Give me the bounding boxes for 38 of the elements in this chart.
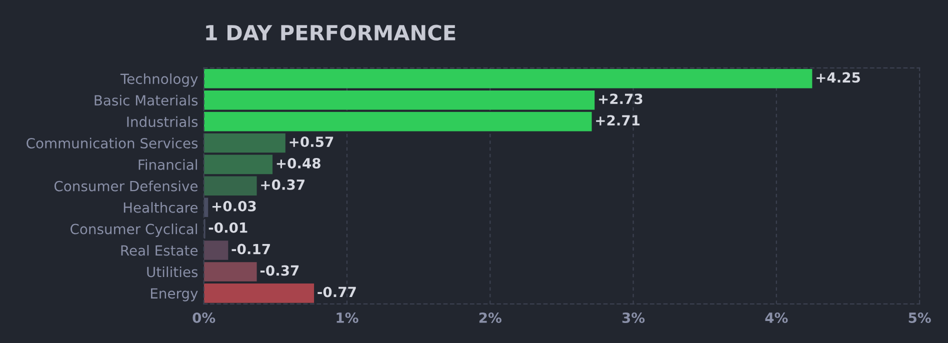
bar [204, 262, 257, 282]
y-tick-label: Industrials [127, 116, 198, 128]
x-tick-label: 2% [479, 312, 502, 323]
y-tick-label: Real Estate [121, 244, 198, 256]
bar [204, 133, 286, 153]
data-label: -0.17 [232, 244, 270, 254]
data-label: -0.01 [208, 222, 248, 233]
data-label: -0.77 [318, 286, 356, 298]
y-tick-label: Technology [120, 73, 198, 87]
x-tick-label: 5% [908, 312, 931, 323]
bar [204, 240, 228, 260]
bar [204, 176, 257, 196]
x-tick-label: 0% [192, 312, 216, 323]
bar [204, 284, 314, 303]
chart-title: 1 DAY PERFORMANCE [206, 24, 456, 41]
data-label: -0.37 [260, 265, 299, 276]
y-tick-label: Energy [151, 288, 198, 302]
bar [204, 68, 812, 88]
y-tick-label: Communication Services [26, 138, 198, 148]
y-tick-label: Basic Materials [94, 94, 198, 106]
data-label: +2.71 [596, 115, 640, 126]
data-label: +0.37 [261, 179, 304, 190]
x-tick-label: 3% [622, 312, 645, 323]
x-tick-label: 4% [765, 312, 788, 323]
bar [204, 112, 592, 132]
data-label: +0.57 [290, 136, 334, 148]
y-tick-label: Healthcare [124, 202, 198, 213]
data-label: +2.73 [598, 94, 642, 104]
bar [204, 154, 273, 174]
bar [204, 90, 595, 110]
data-label: +4.25 [816, 72, 860, 83]
y-tick-label: Financial [138, 159, 197, 170]
x-tick-label: 1% [336, 312, 358, 323]
y-tick-label: Consumer Defensive [54, 180, 198, 192]
data-label: +0.03 [212, 200, 256, 212]
y-tick-label: Consumer Cyclical [70, 224, 197, 237]
y-tick-label: Utilities [147, 266, 198, 278]
data-label: +0.48 [276, 158, 320, 168]
